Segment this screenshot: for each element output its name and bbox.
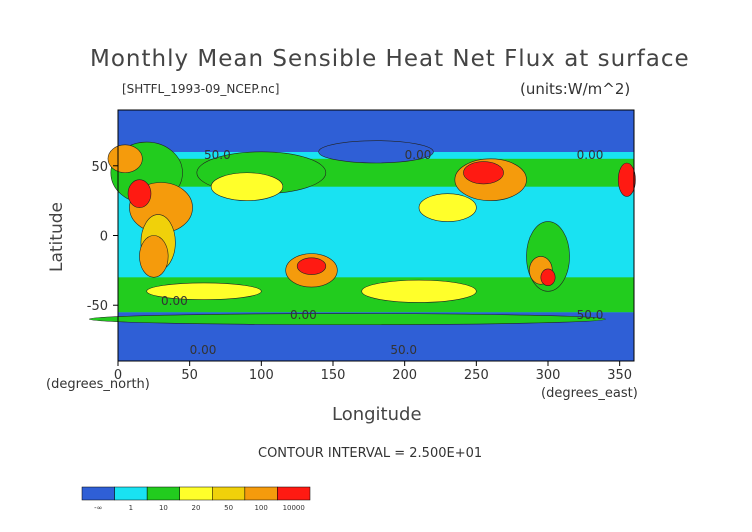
sahara-red	[127, 179, 152, 208]
colorbar-tick-label: 20	[192, 504, 201, 512]
pacific-yellow-n	[418, 193, 477, 222]
colorbar-tick-label: -∞	[94, 504, 102, 512]
source-file-label: [SHTFL_1993-09_NCEP.nc]	[122, 82, 280, 96]
asia-yellow	[210, 172, 284, 201]
colorbar-tick-label: 100	[254, 504, 267, 512]
colorbar-swatch	[277, 486, 311, 501]
colorbar-swatch	[244, 486, 278, 501]
x-tick-label: 200	[392, 368, 417, 383]
contour-label: 0.00	[290, 308, 317, 322]
x-tick-label: 50	[181, 368, 198, 383]
colorbar-swatch	[212, 486, 246, 501]
colorbar-swatch	[146, 486, 180, 501]
colorbar-tick-label: 1	[129, 504, 133, 512]
contour-label: 50.0	[204, 148, 231, 162]
x-tick-label: 0	[114, 368, 122, 383]
y-tick-label: 0	[100, 230, 108, 245]
x-axis-label: Longitude	[332, 404, 422, 425]
australia-red	[296, 257, 327, 275]
indian-yellow	[146, 282, 262, 300]
iberia-red	[617, 162, 636, 197]
contour-label: 0.00	[190, 343, 217, 357]
na-red	[463, 161, 504, 185]
contour-label: 0.00	[161, 294, 188, 308]
colorbar-tick-label: 50	[224, 504, 233, 512]
x-tick-label: 300	[536, 368, 561, 383]
contour-interval-label: CONTOUR INTERVAL = 2.500E+01	[258, 446, 483, 461]
contour-label: 50.0	[577, 308, 604, 322]
colorbar-swatch	[114, 486, 148, 501]
x-tick-label: 350	[607, 368, 632, 383]
y-tick-label: -50	[87, 299, 108, 314]
units-label: (units:W/m^2)	[520, 80, 631, 98]
x-tick-label: 250	[464, 368, 489, 383]
x-unit-note: (degrees_east)	[541, 386, 638, 401]
europe-orange	[107, 144, 143, 174]
colorbar-tick-label: 10000	[283, 504, 305, 512]
north-pacific-blue	[318, 140, 434, 164]
x-tick-label: 100	[249, 368, 274, 383]
y-unit-note: (degrees_north)	[46, 377, 150, 392]
y-tick-label: 50	[91, 160, 108, 175]
chart-title: Monthly Mean Sensible Heat Net Flux at s…	[90, 46, 690, 72]
x-tick-label: 150	[321, 368, 346, 383]
colorbar-tick-label: 10	[159, 504, 168, 512]
southern-ocean-green	[89, 313, 606, 326]
contour-label: 0.00	[577, 148, 604, 162]
colorbar-swatch	[81, 486, 115, 501]
colorbar-swatch	[179, 486, 213, 501]
pacific-yellow	[361, 279, 477, 303]
africa-south-orange	[139, 235, 169, 278]
contour-label: 0.00	[405, 148, 432, 162]
contour-label: 50.0	[390, 343, 417, 357]
sa-red	[540, 268, 556, 287]
